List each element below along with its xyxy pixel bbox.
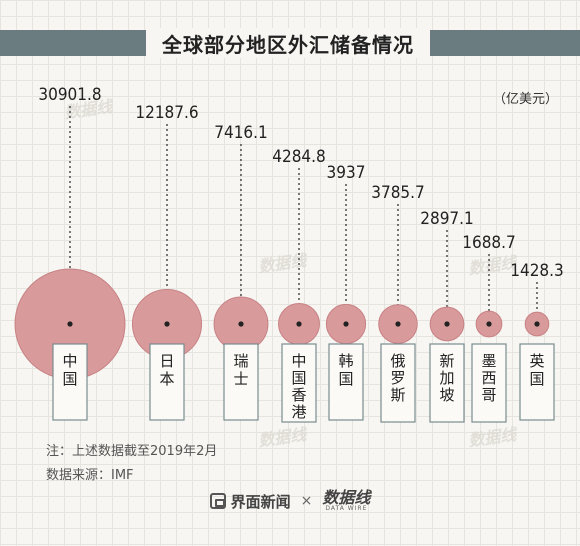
category-label-char: 国 (338, 370, 353, 388)
bubble-center-dot (238, 321, 244, 327)
category-label-char: 英 (529, 352, 544, 370)
category-box (281, 343, 317, 423)
bubble-center-dot (444, 321, 450, 327)
category-box (519, 343, 555, 421)
category-label-char: 国 (62, 370, 77, 388)
value-label: 1688.7 (462, 233, 516, 253)
bubble-center-dot (296, 321, 302, 327)
jiemian-brand: 界面新闻 (209, 491, 291, 512)
category-label-char: 中 (291, 352, 306, 370)
datawire-logo-sub: DATA WIRE (325, 505, 368, 512)
value-label: 7416.1 (214, 123, 268, 143)
datawire-brand: 数据线 DATA WIRE (322, 490, 370, 512)
category-box (380, 343, 416, 423)
value-label: 30901.8 (38, 85, 101, 105)
brand-separator: × (300, 493, 313, 509)
category-label-char: 坡 (439, 386, 454, 404)
category-box (149, 343, 185, 421)
datawire-logo: 数据线 (322, 488, 371, 507)
bubble-center-dot (164, 321, 170, 327)
value-label: 3937 (327, 163, 366, 183)
category-label-char: 西 (481, 369, 496, 387)
category-label-char: 韩 (338, 352, 353, 370)
value-label: 4284.8 (272, 147, 326, 167)
category-label-char: 俄 (390, 352, 405, 370)
category-box (52, 343, 88, 421)
category-label-char: 香 (291, 386, 306, 404)
value-label: 12187.6 (135, 103, 198, 123)
bubble-center-dot (343, 321, 349, 327)
bubble-center-dot (67, 321, 73, 327)
data-source: 数据来源：IMF (46, 468, 134, 483)
chart-title: 全球部分地区外汇储备情况 (146, 28, 430, 58)
category-label-char: 国 (291, 369, 306, 387)
bubble-center-dot (534, 321, 540, 327)
category-box (223, 343, 259, 421)
category-label-char: 瑞 (233, 352, 248, 370)
category-label-char: 港 (291, 403, 306, 421)
category-label-char: 哥 (481, 386, 496, 404)
value-label: 3785.7 (371, 183, 425, 203)
value-label: 2897.1 (420, 209, 474, 229)
category-label-char: 中 (62, 352, 77, 370)
category-box (328, 343, 364, 421)
footer-brands: 界面新闻 × 数据线 DATA WIRE (0, 487, 580, 515)
category-label-char: 士 (233, 370, 248, 388)
category-label-char: 罗 (390, 369, 405, 387)
category-label-char: 墨 (481, 352, 496, 370)
category-label-char: 斯 (390, 386, 405, 404)
footnote: 注：上述数据截至2019年2月 (46, 444, 218, 459)
jiemian-logo-icon (209, 493, 226, 509)
bubble-chart: 30901.8中国12187.6日本7416.1瑞士4284.8中国香港3937… (14, 85, 564, 423)
value-label: 1428.3 (510, 261, 564, 281)
jiemian-name: 界面新闻 (230, 492, 291, 511)
category-label-char: 加 (439, 369, 454, 387)
category-label-char: 新 (439, 352, 454, 370)
bubble-center-dot (486, 321, 492, 327)
bubble-center-dot (395, 321, 401, 327)
category-label-char: 国 (529, 370, 544, 388)
unit-label: （亿美元） (492, 92, 558, 107)
category-box (429, 343, 465, 423)
category-box (471, 343, 507, 423)
category-label-char: 本 (159, 370, 174, 388)
category-label-char: 日 (159, 352, 174, 370)
